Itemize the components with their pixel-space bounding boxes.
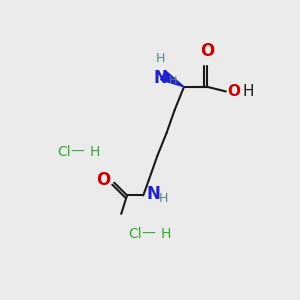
Text: Cl: Cl [128,226,142,241]
Text: O: O [200,42,214,60]
Text: H: H [90,145,100,158]
Text: H: H [158,192,168,206]
Polygon shape [160,71,184,87]
Text: —: — [70,145,84,158]
Text: O: O [227,84,240,99]
Text: N: N [147,185,161,203]
Text: H: H [242,84,254,99]
Text: Cl: Cl [57,145,71,158]
Text: H: H [169,76,177,86]
Text: —: — [141,226,155,241]
Text: N: N [154,69,168,87]
Text: H: H [156,52,165,65]
Text: O: O [97,171,111,189]
Text: H: H [161,226,171,241]
